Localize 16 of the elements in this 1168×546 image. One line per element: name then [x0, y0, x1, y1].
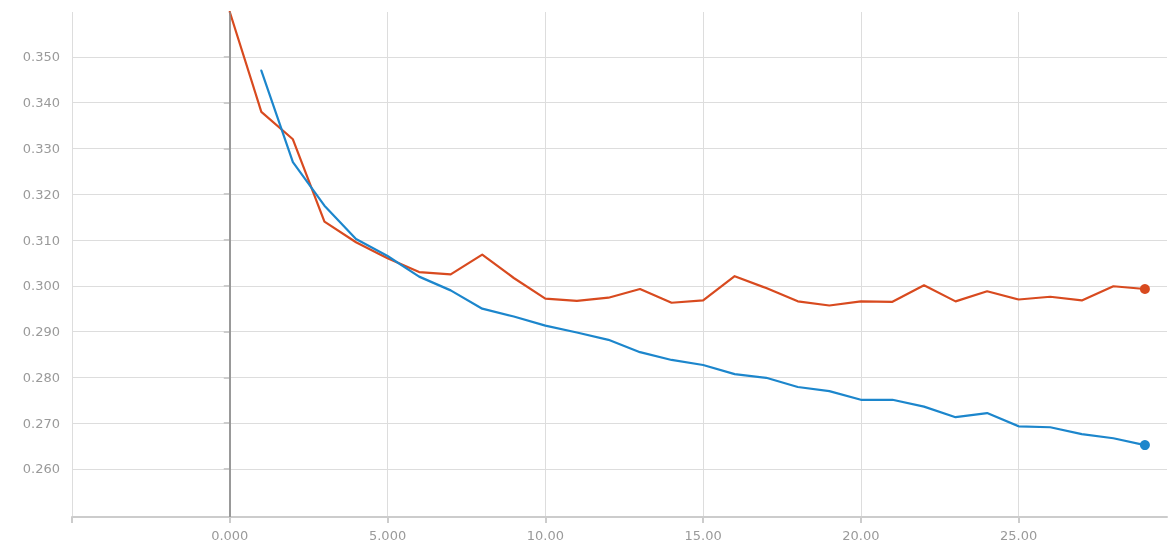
x-tick-label: 15.00	[684, 528, 722, 543]
y-tick-label: 0.290	[22, 324, 60, 340]
y-tick-label: 0.260	[22, 461, 60, 477]
y-tick-label: 0.310	[22, 232, 60, 248]
y-tick-label: 0.280	[22, 369, 60, 385]
y-tick-label: 0.330	[22, 140, 60, 156]
x-tick-label: 0.000	[211, 528, 249, 543]
x-tick-label: 25.00	[1000, 528, 1038, 543]
y-tick-label: 0.300	[22, 278, 60, 294]
x-tick-label: 20.00	[842, 528, 880, 543]
x-tick-label: 10.00	[526, 528, 564, 543]
y-tick-label: 0.270	[22, 415, 60, 431]
x-tick-label: 5.000	[368, 528, 407, 543]
y-tick-label: 0.350	[22, 49, 60, 65]
y-tick-label: 0.340	[22, 95, 60, 111]
y-tick-label: 0.320	[22, 186, 60, 202]
